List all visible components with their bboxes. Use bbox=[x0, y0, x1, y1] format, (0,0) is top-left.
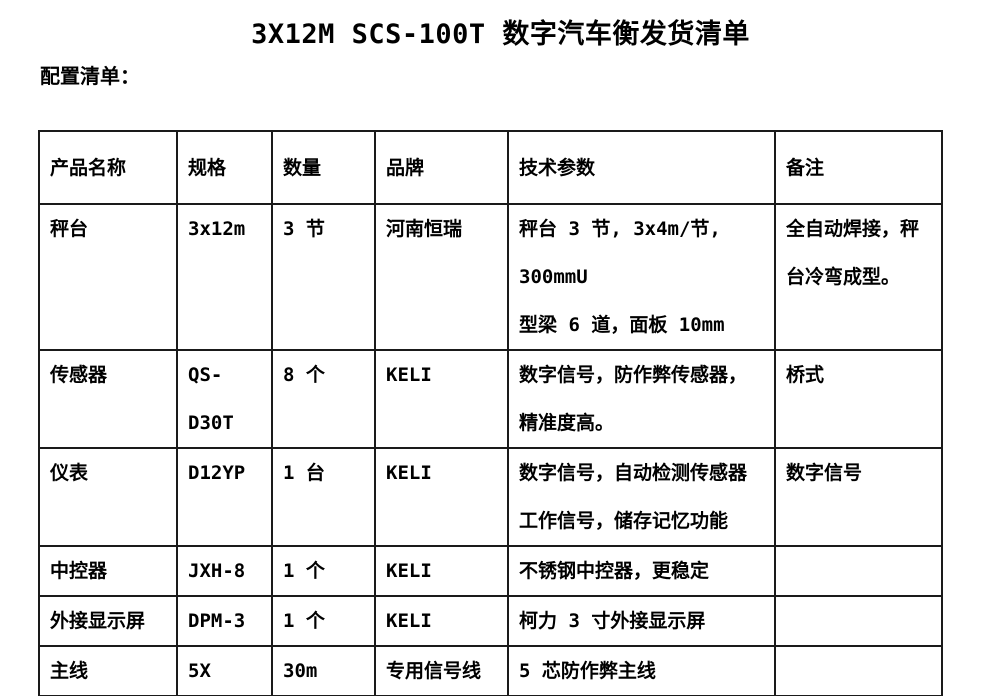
product-name-cell: 传感器 bbox=[38, 349, 178, 449]
qty-cell: 3 节 bbox=[271, 203, 376, 351]
section-label-config-list: 配置清单： bbox=[40, 64, 140, 88]
table-row-external-display: 外接显示屏 DPM-3 1 个 KELI 柯力 3 寸外接显示屏 bbox=[38, 595, 943, 647]
header-qty: 数量 bbox=[271, 130, 376, 205]
params-cell: 柯力 3 寸外接显示屏 bbox=[507, 595, 776, 647]
remark-cell: 数字信号 bbox=[774, 447, 943, 547]
table-row-sensor: 传感器 QS-D30T 8 个 KELI 数字信号，防作弊传感器， 精准度高。 … bbox=[38, 349, 943, 449]
spec-cell: JXH-8 bbox=[176, 545, 273, 597]
qty-cell: 1 个 bbox=[271, 545, 376, 597]
spec-cell: DPM-3 bbox=[176, 595, 273, 647]
product-name-cell: 外接显示屏 bbox=[38, 595, 178, 647]
remark-cell: 桥式 bbox=[774, 349, 943, 449]
header-brand: 品牌 bbox=[374, 130, 509, 205]
brand-cell: KELI bbox=[374, 447, 509, 547]
table-row-indicator: 仪表 D12YP 1 台 KELI 数字信号，自动检测传感器 工作信号，储存记忆… bbox=[38, 447, 943, 547]
brand-cell: KELI bbox=[374, 349, 509, 449]
spec-cell: QS-D30T bbox=[176, 349, 273, 449]
brand-cell: 专用信号线 bbox=[374, 645, 509, 696]
remark-cell: 全自动焊接，秤 台冷弯成型。 bbox=[774, 203, 943, 351]
brand-cell: KELI bbox=[374, 545, 509, 597]
table-row-weighbridge: 秤台 3x12m 3 节 河南恒瑞 秤台 3 节, 3x4m/节, 300mmU… bbox=[38, 203, 943, 351]
product-name-cell: 主线 bbox=[38, 645, 178, 696]
header-spec: 规格 bbox=[176, 130, 273, 205]
shipping-list-table: 产品名称 规格 数量 品牌 技术参数 备注 秤台 3x12m 3 节 河南恒瑞 … bbox=[38, 130, 943, 696]
params-cell: 不锈钢中控器，更稳定 bbox=[507, 545, 776, 597]
header-remark: 备注 bbox=[774, 130, 943, 205]
qty-cell: 1 个 bbox=[271, 595, 376, 647]
params-cell: 数字信号，防作弊传感器， 精准度高。 bbox=[507, 349, 776, 449]
qty-cell: 1 台 bbox=[271, 447, 376, 547]
product-name-cell: 中控器 bbox=[38, 545, 178, 597]
remark-cell bbox=[774, 595, 943, 647]
spec-cell: D12YP bbox=[176, 447, 273, 547]
params-cell: 5 芯防作弊主线 bbox=[507, 645, 776, 696]
header-product-name: 产品名称 bbox=[38, 130, 178, 205]
table-row-main-cable: 主线 5X 30m 专用信号线 5 芯防作弊主线 bbox=[38, 645, 943, 696]
remark-cell bbox=[774, 545, 943, 597]
spec-cell: 3x12m bbox=[176, 203, 273, 351]
header-params: 技术参数 bbox=[507, 130, 776, 205]
brand-cell: 河南恒瑞 bbox=[374, 203, 509, 351]
qty-cell: 30m bbox=[271, 645, 376, 696]
table-row-junction-box: 中控器 JXH-8 1 个 KELI 不锈钢中控器，更稳定 bbox=[38, 545, 943, 597]
brand-cell: KELI bbox=[374, 595, 509, 647]
qty-cell: 8 个 bbox=[271, 349, 376, 449]
spec-cell: 5X bbox=[176, 645, 273, 696]
remark-cell bbox=[774, 645, 943, 696]
product-name-cell: 秤台 bbox=[38, 203, 178, 351]
product-name-cell: 仪表 bbox=[38, 447, 178, 547]
table-header-row: 产品名称 规格 数量 品牌 技术参数 备注 bbox=[38, 130, 943, 205]
document-title: 3X12M SCS-100T 数字汽车衡发货清单 bbox=[251, 19, 750, 50]
params-cell: 数字信号，自动检测传感器 工作信号，储存记忆功能 bbox=[507, 447, 776, 547]
params-cell: 秤台 3 节, 3x4m/节, 300mmU 型梁 6 道，面板 10mm bbox=[507, 203, 776, 351]
